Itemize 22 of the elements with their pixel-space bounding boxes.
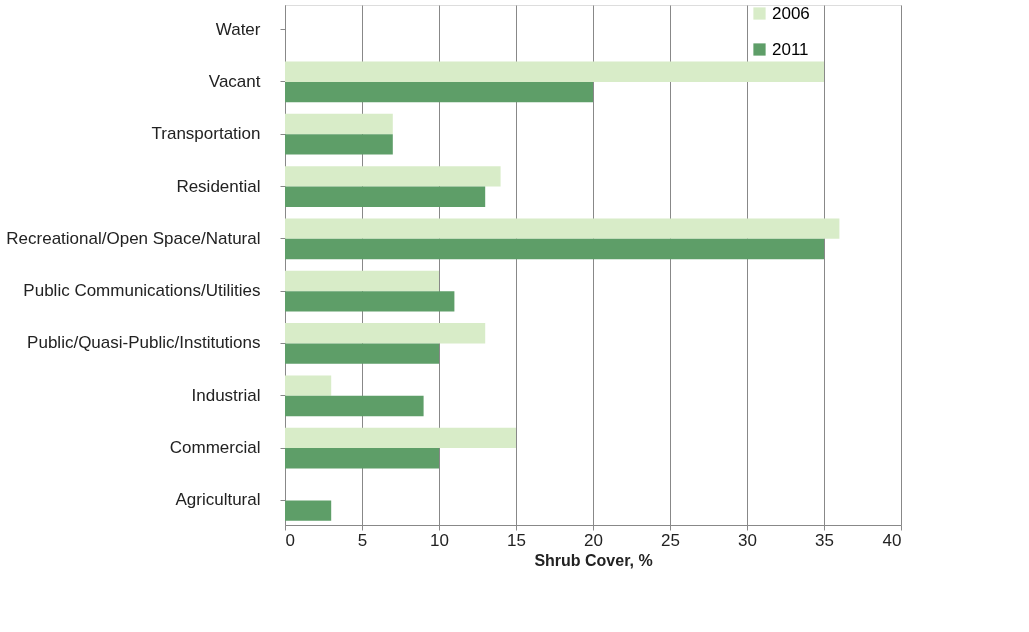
- x-tick-label: 15: [507, 530, 526, 550]
- x-tick-label: 0: [285, 530, 295, 550]
- y-tick-label: Transportation: [151, 124, 261, 144]
- x-tick-label: 40: [882, 530, 902, 550]
- x-tick-label: 35: [815, 530, 834, 550]
- x-tick-label: 5: [357, 530, 368, 550]
- y-tick-label: Industrial: [191, 385, 261, 405]
- legend-label: 2006: [772, 3, 810, 23]
- x-tick-label: 20: [584, 530, 603, 550]
- y-tick-label: Recreational/Open Space/Natural: [6, 228, 261, 248]
- y-tick-label: Vacant: [208, 71, 261, 91]
- x-tick-label: 30: [738, 530, 757, 550]
- x-tick-label: 25: [661, 530, 680, 550]
- y-tick-label: Agricultural: [175, 490, 261, 510]
- y-tick-label: Public/Quasi-Public/Institutions: [27, 333, 261, 353]
- y-tick-label: Residential: [176, 176, 261, 196]
- x-axis-title: Shrub Cover, %: [534, 551, 653, 569]
- y-tick-label: Water: [215, 19, 261, 39]
- legend-label: 2011: [772, 39, 809, 59]
- y-tick-label: Public Communications/Utilities: [23, 281, 261, 301]
- x-tick-label: 10: [430, 530, 449, 550]
- y-tick-label: Commercial: [169, 438, 261, 458]
